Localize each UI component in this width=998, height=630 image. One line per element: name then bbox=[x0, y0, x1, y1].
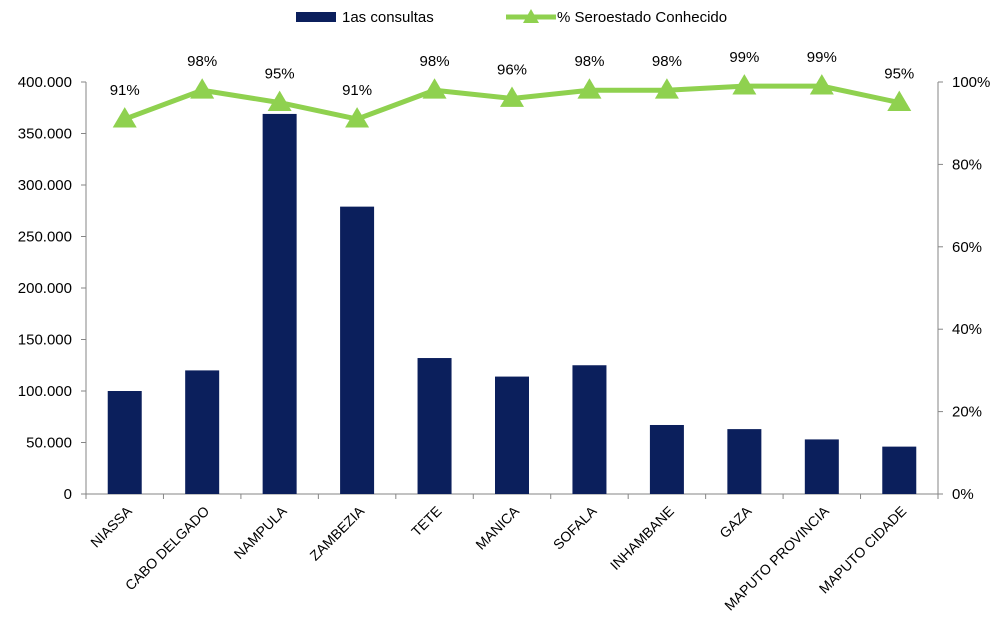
data-label: 91% bbox=[110, 82, 140, 99]
data-label: 91% bbox=[342, 82, 372, 99]
bar bbox=[572, 365, 607, 494]
axes: 0 50.000 100.000 150.000 200.000 250.000 300.0… bbox=[18, 74, 991, 503]
data-labels: 91% 98% 95% 91% 98% 96% 98% 98% 99% 99% 95% bbox=[110, 49, 915, 99]
bar bbox=[495, 376, 529, 494]
data-label: 98% bbox=[574, 53, 604, 70]
line-marker bbox=[732, 74, 757, 95]
bar bbox=[804, 439, 839, 494]
left-axis-tick-label: 350.000 bbox=[18, 126, 72, 143]
line-marker bbox=[345, 107, 370, 128]
bar bbox=[882, 446, 917, 494]
data-label: 99% bbox=[729, 49, 759, 66]
category-label: NAMPULA bbox=[231, 502, 291, 562]
line-marker bbox=[654, 78, 679, 99]
bar-series bbox=[107, 113, 917, 495]
bar bbox=[417, 358, 452, 494]
bar bbox=[340, 206, 375, 494]
data-label: 98% bbox=[420, 53, 450, 70]
line-marker bbox=[887, 90, 912, 111]
legend-label: 1as consultas bbox=[342, 9, 434, 26]
data-label: 98% bbox=[187, 53, 217, 70]
left-axis-tick-label: 0 bbox=[64, 486, 72, 503]
bar bbox=[727, 429, 762, 494]
left-axis-tick-label: 50.000 bbox=[26, 435, 72, 452]
right-axis-tick-label: 0% bbox=[952, 486, 974, 503]
legend-swatch-bar bbox=[296, 12, 336, 22]
category-label: ZAMBEZIA bbox=[306, 502, 367, 563]
line-marker bbox=[500, 86, 524, 107]
line-marker bbox=[422, 78, 447, 99]
right-axis-tick-label: 60% bbox=[952, 239, 982, 256]
line-marker bbox=[809, 74, 834, 95]
legend-swatch-marker bbox=[523, 9, 539, 23]
category-label: GAZA bbox=[716, 502, 755, 541]
category-label: TETE bbox=[408, 503, 445, 540]
data-label: 95% bbox=[884, 66, 914, 83]
left-axis-tick-label: 400.000 bbox=[18, 74, 72, 91]
left-axis-tick-label: 250.000 bbox=[18, 229, 72, 246]
line-series bbox=[112, 74, 912, 128]
bar bbox=[107, 391, 142, 494]
data-label: 98% bbox=[652, 53, 682, 70]
category-label: INHAMBANE bbox=[607, 503, 677, 573]
category-label: MAPUTO CIDADE bbox=[816, 503, 910, 597]
line-marker bbox=[190, 78, 215, 99]
left-axis-tick-label: 300.000 bbox=[18, 177, 72, 194]
bar bbox=[649, 424, 684, 494]
bar bbox=[262, 113, 297, 495]
line-marker bbox=[267, 90, 292, 111]
line-marker bbox=[577, 78, 602, 99]
legend-label: % Seroestado Conhecido bbox=[557, 9, 727, 26]
data-label: 99% bbox=[807, 49, 837, 66]
line-marker bbox=[112, 107, 137, 128]
right-axis-tick-label: 40% bbox=[952, 321, 982, 338]
category-label: MANICA bbox=[472, 502, 522, 552]
left-axis-tick-label: 100.000 bbox=[18, 383, 72, 400]
category-label: SOFALA bbox=[550, 502, 600, 552]
right-axis-tick-label: 20% bbox=[952, 404, 982, 421]
legend: 1as consultas % Seroestado Conhecido bbox=[296, 9, 727, 26]
category-label: CABO DELGADO bbox=[122, 503, 213, 594]
right-axis-tick-label: 80% bbox=[952, 156, 982, 173]
data-label: 95% bbox=[265, 66, 295, 83]
data-label: 96% bbox=[497, 61, 527, 78]
bar bbox=[185, 370, 220, 494]
right-axis-tick-label: 100% bbox=[952, 74, 990, 91]
left-axis-tick-label: 200.000 bbox=[18, 280, 72, 297]
category-label: NIASSA bbox=[87, 502, 135, 550]
left-axis-tick-label: 150.000 bbox=[18, 332, 72, 349]
